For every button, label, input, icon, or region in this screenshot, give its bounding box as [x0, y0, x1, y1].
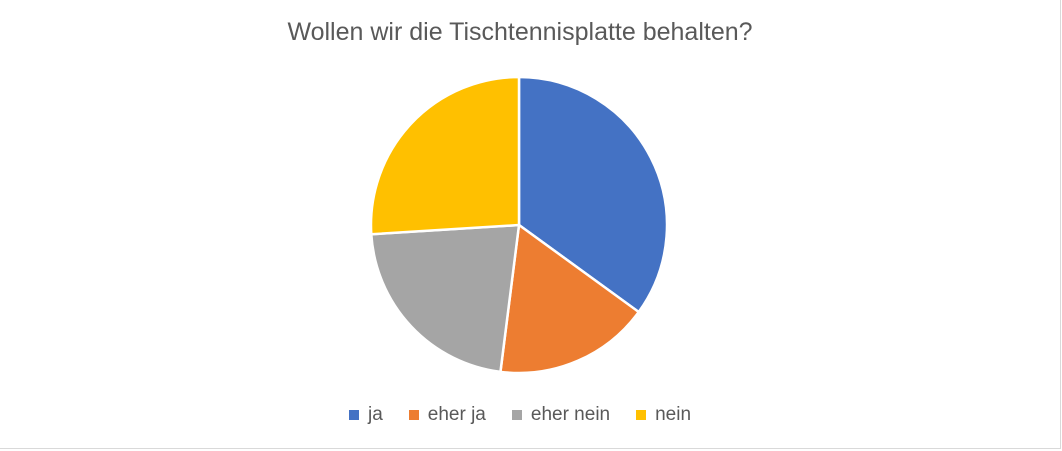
chart-title: Wollen wir die Tischtennisplatte behalte… [287, 18, 753, 46]
pie-slice-ja [517, 75, 669, 314]
legend-swatch-nein [636, 410, 647, 420]
legend-item-eher-nein: eher nein [511, 404, 611, 426]
legend-swatch-ja [348, 410, 359, 420]
legend-label-nein: nein [655, 404, 692, 425]
legend-label-eher-ja: eher ja [427, 404, 486, 425]
pie-slices [369, 75, 669, 375]
legend-item-eher-ja: eher ja [408, 404, 486, 426]
pie-slice-nein [369, 75, 521, 236]
legend-label-ja: ja [367, 404, 383, 425]
pie-slice-eher-nein [370, 223, 521, 374]
pie-slice-eher-ja [499, 223, 640, 375]
legend-swatch-eher-nein [511, 410, 522, 420]
legend-swatch-eher-ja [408, 410, 419, 420]
legend-item-nein: nein [636, 404, 691, 426]
legend-label-eher-nein: eher nein [530, 404, 611, 425]
legend: ja eher ja eher nein nein [0, 404, 1040, 426]
legend-item-ja: ja [348, 404, 383, 426]
